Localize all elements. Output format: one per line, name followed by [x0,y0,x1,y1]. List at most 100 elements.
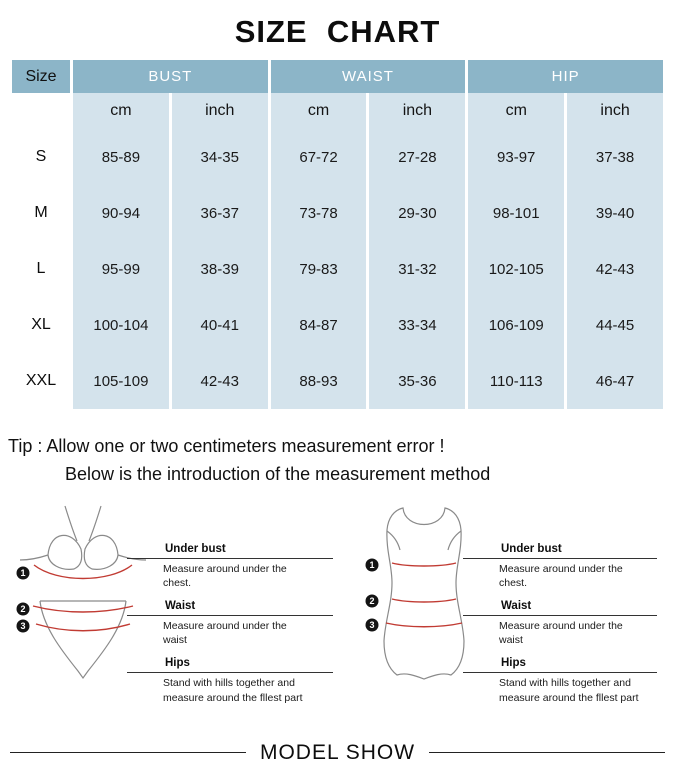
model-show-footer: MODEL SHOW [0,741,675,765]
value-cell: 36-37 [171,185,268,241]
value-cell: 67-72 [270,129,367,185]
unit-header-waist-inch: inch [369,93,466,129]
hip-group-header: HIP [468,60,663,93]
marker-2-number: 2 [369,596,374,606]
pointer-line [127,615,333,617]
value-cell: 35-36 [369,353,466,409]
value-cell: 73-78 [270,185,367,241]
size-label: S [12,129,70,185]
marker-2-circle [365,594,379,608]
pointer-line [127,672,333,674]
table-unit-header-row: cm inch cm inch cm inch [12,93,663,129]
measurement-diagrams: 1 2 3 Under bust Measure around under th… [0,503,675,715]
footer-divider-right [429,752,665,754]
value-cell: 106-109 [468,297,565,353]
marker-3-circle [16,619,30,633]
marker-1-number: 1 [20,568,25,578]
pointer-line [127,557,333,559]
value-cell: 102-105 [468,241,565,297]
tip-line-2: Below is the introduction of the measure… [65,463,491,484]
spacer-cell [12,93,70,129]
hips-label: Hips [165,657,190,670]
armhole-right [447,530,462,550]
waist-label-block: Waist Measure around under the waist [463,600,657,647]
pointer-line [463,615,657,617]
size-label: XL [12,297,70,353]
bikini-diagram: 1 2 3 Under bust Measure around under th… [12,503,345,715]
marker-1-number: 1 [369,560,374,570]
value-cell: 44-45 [567,297,663,353]
hips-label-block: Hips Stand with hills together and measu… [463,657,657,704]
hips-desc: Stand with hills together and measure ar… [163,677,303,704]
waist-line [32,605,134,613]
waist-desc: Measure around under the waist [163,620,287,647]
bikini-cup-left [47,534,83,570]
value-cell: 95-99 [73,241,169,297]
table-row-s: S 85-89 34-35 67-72 27-28 93-97 37-38 [12,129,663,185]
pointer-line [463,557,657,559]
underbust-desc: Measure around under the chest. [499,562,623,589]
swimsuit-outline [383,507,465,680]
model-show-title: MODEL SHOW [259,740,416,764]
size-chart-table: Size BUST WAIST HIP cm inch cm inch cm i… [9,60,666,409]
underbust-label-block: Under bust Measure around under the ches… [127,542,333,590]
unit-header-hip-inch: inch [567,93,663,129]
marker-1-circle [365,558,379,572]
marker-2-number: 2 [20,604,25,614]
armhole-left [386,530,401,550]
footer-divider-left [10,752,246,754]
value-cell: 38-39 [171,241,268,297]
swimsuit-diagram: 1 2 3 Under bust Measure around under th… [363,503,657,715]
value-cell: 88-93 [270,353,367,409]
value-cell: 27-28 [369,129,466,185]
page-title: SIZE CHART [234,14,441,49]
marker-2-circle [16,602,30,616]
tip-text: Tip : Allow one or two centimeters measu… [8,433,665,489]
swimsuit-measurement-labels: Under bust Measure around under the ches… [463,503,657,715]
marker-3-number: 3 [369,620,374,630]
waist-line [391,598,457,603]
bikini-tie-left [19,554,49,561]
swimsuit-figure: 1 2 3 [363,503,485,698]
underbust-line [391,562,457,567]
bikini-bottom-outline [39,600,127,679]
marker-3-number: 3 [20,621,25,631]
value-cell: 31-32 [369,241,466,297]
bikini-strap-right [88,505,102,542]
table-group-header-row: Size BUST WAIST HIP [12,60,663,93]
table-row-l: L 95-99 38-39 79-83 31-32 102-105 42-43 [12,241,663,297]
value-cell: 40-41 [171,297,268,353]
value-cell: 46-47 [567,353,663,409]
underbust-label: Under bust [165,542,226,555]
size-column-header: Size [12,60,70,93]
unit-header-hip-cm: cm [468,93,565,129]
measurement-lines [32,564,134,632]
swimsuit-line-art: 1 2 3 [365,507,465,680]
hips-line [385,622,463,628]
marker-3-circle [365,618,379,632]
bust-group-header: BUST [73,60,268,93]
bikini-measurement-labels: Under bust Measure around under the ches… [127,503,333,715]
bikini-figure: 1 2 3 [12,503,155,690]
underbust-line [33,564,133,579]
hips-desc: Stand with hills together and measure ar… [499,677,639,704]
value-cell: 85-89 [73,129,169,185]
waist-label: Waist [501,600,532,613]
bikini-line-art: 1 2 3 [16,505,147,679]
value-cell: 37-38 [567,129,663,185]
value-cell: 29-30 [369,185,466,241]
hips-line [35,623,131,632]
underbust-label-block: Under bust Measure around under the ches… [463,543,657,590]
bikini-outline [19,505,147,679]
size-label: XXL [12,353,70,409]
measurement-lines [385,562,463,628]
value-cell: 93-97 [468,129,565,185]
value-cell: 39-40 [567,185,663,241]
pointer-line [463,672,657,674]
hips-label: Hips [501,657,526,670]
value-cell: 110-113 [468,353,565,409]
waist-group-header: WAIST [270,60,466,93]
underbust-desc: Measure around under the chest. [163,562,287,589]
value-cell: 90-94 [73,185,169,241]
unit-header-bust-cm: cm [73,93,169,129]
